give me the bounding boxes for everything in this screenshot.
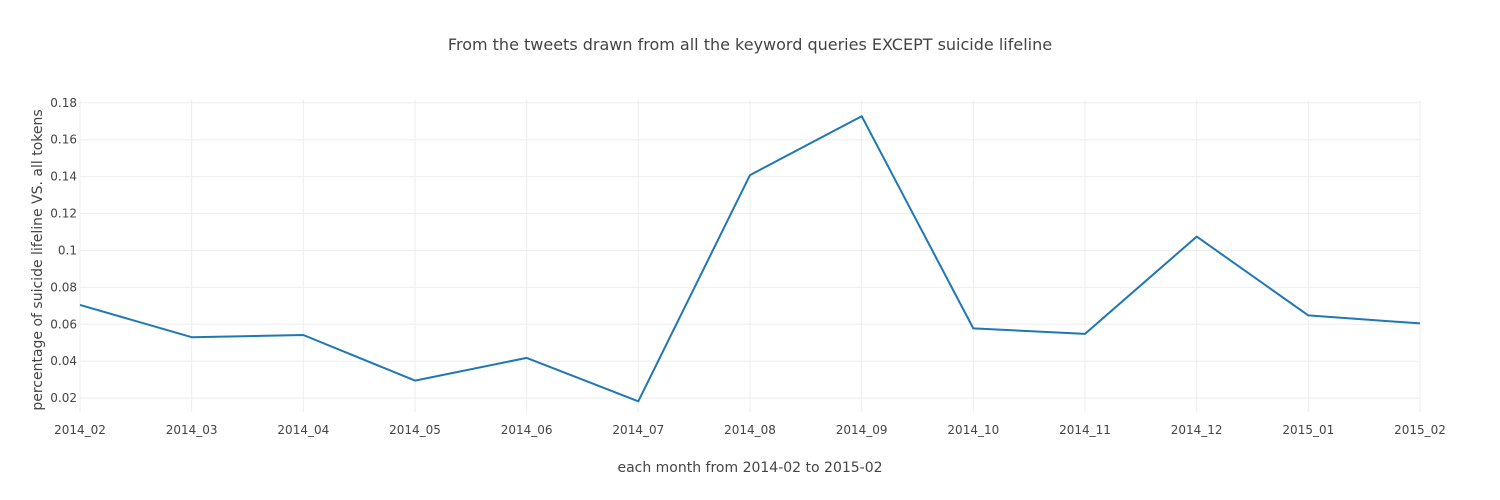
x-tick-label: 2015_01 (1282, 423, 1334, 437)
x-tick-label: 2014_04 (277, 423, 329, 437)
x-tick-label: 2014_09 (836, 423, 888, 437)
x-tick-label: 2014_07 (612, 423, 664, 437)
y-tick-label: 0.14 (50, 170, 77, 184)
x-tick-label: 2014_03 (166, 423, 218, 437)
series-line (79, 115, 1421, 403)
y-tick-label: 0.1 (58, 243, 77, 257)
y-tick-label: 0.06 (50, 317, 77, 331)
y-tick-label: 0.16 (50, 133, 77, 147)
y-axis-title: percentage of suicide lifeline VS. all t… (30, 109, 46, 410)
x-tick-label: 2015_02 (1394, 423, 1446, 437)
x-tick-label: 2014_10 (947, 423, 999, 437)
x-tick-label: 2014_05 (389, 423, 441, 437)
x-tick-label: 2014_02 (54, 423, 106, 437)
y-tick-label: 0.12 (50, 207, 77, 221)
y-tick-label: 0.02 (50, 391, 77, 405)
x-axis-ticks: 2014_02 2014_03 2014_04 2014_05 2014_06 2014_… (54, 423, 1446, 437)
y-tick-label: 0.18 (50, 96, 77, 110)
series-layer (79, 115, 1421, 403)
x-axis-title: each month from 2014-02 to 2015-02 (617, 460, 882, 476)
x-tick-label: 2014_08 (724, 423, 776, 437)
x-tick-label: 2014_06 (501, 423, 553, 437)
x-tick-label: 2014_12 (1171, 423, 1223, 437)
gridlines (79, 100, 1421, 412)
chart-title: From the tweets drawn from all the keywo… (448, 35, 1052, 54)
y-tick-label: 0.08 (50, 280, 77, 294)
y-axis-ticks: 0.02 0.04 0.06 0.08 0.1 0.12 0.14 0.16 0.18 (50, 96, 77, 405)
x-tick-label: 2014_11 (1059, 423, 1111, 437)
y-tick-label: 0.04 (50, 354, 77, 368)
